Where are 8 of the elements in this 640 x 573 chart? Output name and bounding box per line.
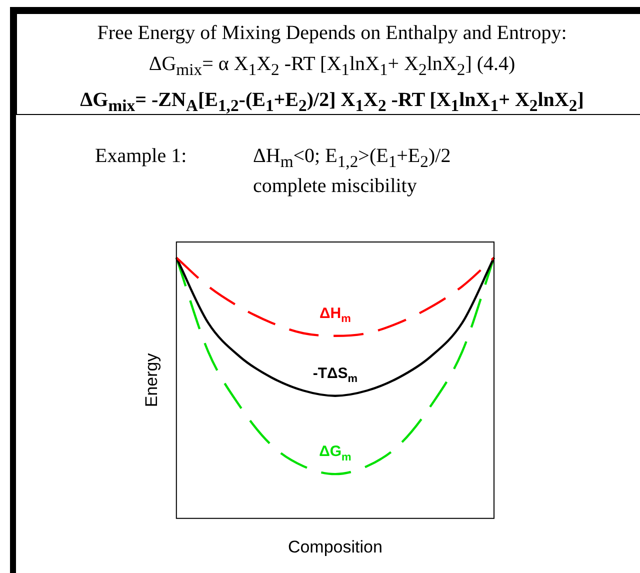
x-axis-title: Composition [288,537,382,556]
text: ΔG$_{mix}$= -ZN$_{A}$[E$_{1,2}$-(E$_{1}$+E$_{2}$)/2] X$_{1}$X$_{2}$ -RT [X$_{1}$lnX$_{1}$+ X$_{2}$lnX$_{2}$] [80,89,584,115]
text: complete miscibility [253,174,418,199]
y-axis-title: Energy [142,352,161,408]
text: ΔG$_{mix}$= α X$_{1}$X$_{2}$ -RT [X$_{1}$lnX$_{1}$+ X$_{2}$lnX$_{2}$] (4.4) [148,53,516,79]
text: ΔH$_{m}$<0; E$_{1,2}$>(E$_{1}$+E$_{2}$)/2 [253,145,451,171]
chart-title: Free Energy of Mixing Depends on Enthalpy and Entropy: [96,21,568,46]
text: Example 1: [95,144,187,169]
